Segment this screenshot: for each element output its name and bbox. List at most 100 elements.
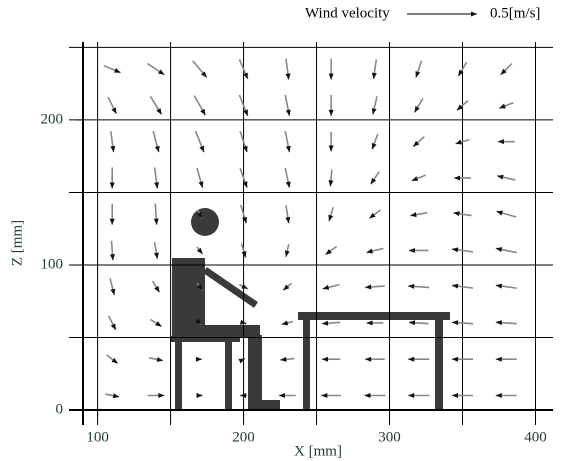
arrow-head [154,219,159,225]
arrow-head [409,248,415,253]
x-tick-label: 200 [232,429,255,445]
velocity-arrow [239,284,247,289]
velocity-arrow [285,131,290,152]
arrow-head [242,217,247,223]
velocity-arrow [197,168,203,188]
arrow-head [322,321,328,326]
velocity-arrow [415,61,421,78]
velocity-arrow [365,357,385,362]
velocity-arrow [154,204,159,225]
chart: Wind velocity 0.5[m/s] X [mm] Z [mm] 100… [0,0,567,461]
velocity-arrow [328,207,333,221]
arrow-head [496,393,502,398]
velocity-arrow [153,131,159,152]
arrow-head [410,212,416,217]
arrow-head [452,393,458,398]
velocity-arrow [107,355,118,363]
arrow-head [365,284,371,289]
velocity-arrow [322,357,340,362]
desk-top [298,312,450,320]
velocity-arrow [152,281,159,292]
velocity-arrow [285,168,290,188]
velocity-arrow [496,211,516,217]
velocity-arrow [323,285,340,290]
x-tick-label: 300 [378,429,401,445]
arrow-head [279,393,285,398]
person-leg [248,335,262,405]
arrow-head [199,181,204,187]
arrow-head [452,320,458,325]
velocity-arrow [110,241,115,261]
x-tick-label: 100 [86,429,109,445]
velocity-arrow [110,204,115,225]
desk-leg [303,318,310,410]
velocity-arrow [409,320,429,325]
velocity-arrow [197,393,203,398]
legend-reference-arrow [407,12,477,17]
velocity-arrow [280,357,294,362]
arrow-head [496,211,502,216]
arrow-head [114,68,121,73]
y-tick-label: 200 [41,111,64,127]
arrow-head [329,145,334,151]
arrow-head [454,175,460,180]
velocity-arrow [193,61,207,78]
velocity-arrow [496,320,517,325]
velocity-arrow [109,316,116,330]
velocity-arrow [279,393,296,398]
velocity-arrow [367,320,384,325]
arrow-head [110,182,115,188]
velocity-arrow [285,205,290,223]
arrow-head [199,146,204,152]
arrow-head [197,393,203,398]
velocity-arrow [329,59,334,80]
velocity-arrow [329,95,334,116]
velocity-arrow [150,319,161,326]
arrow-head [321,393,327,398]
velocity-arrow [408,357,429,362]
velocity-arrow [196,357,202,362]
velocity-arrow [365,284,385,289]
x-tick-label: 400 [524,429,547,445]
legend-label: Wind velocity [305,5,390,21]
arrow-head [408,393,414,398]
y-axis-label: Z [mm] [9,220,25,266]
velocity-arrow [283,283,291,290]
arrow-head [499,104,505,109]
velocity-arrow [282,320,293,325]
arrow-head [158,393,164,398]
arrow-head [471,12,477,17]
velocity-arrow [408,393,429,398]
velocity-arrow [364,393,385,398]
velocity-arrow [110,131,115,152]
velocity-arrow [321,393,341,398]
arrow-head [154,253,159,259]
arrow-head [496,357,502,362]
arrow-head [409,320,415,325]
silhouettes [170,208,450,410]
velocity-arrow [105,393,119,398]
y-tick-label: 100 [41,256,64,272]
y-tick-label: 0 [56,401,64,417]
velocity-arrow [196,131,204,152]
velocity-arrow [372,59,377,79]
velocity-arrow [329,132,334,152]
person-foot [248,400,280,410]
arrow-head [110,254,115,260]
velocity-arrow [110,167,115,188]
arrow-head [322,357,328,362]
velocity-arrow [415,98,423,112]
velocity-arrow [150,96,161,114]
velocity-arrow [285,95,290,116]
velocity-arrow [496,284,517,289]
velocity-arrow [412,175,426,181]
arrow-head [367,320,373,325]
x-axis-label: X [mm] [294,443,342,459]
velocity-arrow [496,357,517,362]
desk-leg [435,318,443,410]
velocity-arrow [408,284,429,289]
arrow-head [365,357,371,362]
velocity-arrow [108,97,116,114]
arrow-head [408,284,414,289]
legend-reference-label: 0.5[m/s] [490,5,540,21]
